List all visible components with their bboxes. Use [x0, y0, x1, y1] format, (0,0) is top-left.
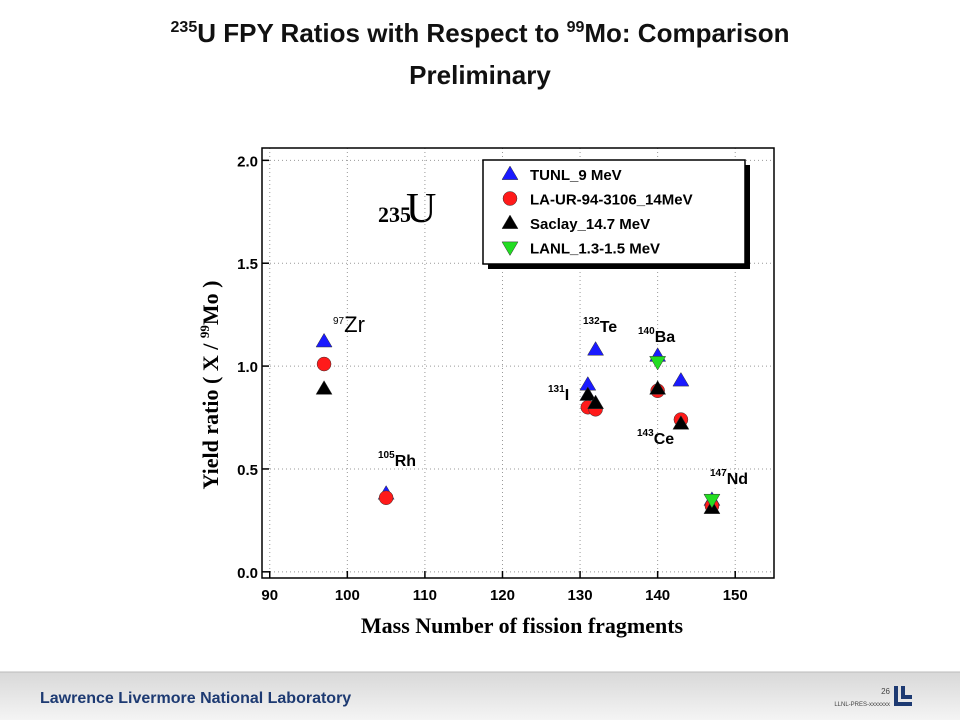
marker	[501, 165, 519, 180]
annotation-element: I	[565, 387, 569, 404]
footer-org: Lawrence Livermore National Laboratory	[40, 690, 351, 707]
annotation: 147Nd	[710, 468, 748, 488]
marker	[587, 394, 605, 409]
footer-band	[0, 672, 960, 720]
y-tick-label: 2.0	[237, 153, 258, 170]
annotation-mass: 143	[637, 428, 654, 439]
y-tick-label: 1.0	[237, 359, 258, 376]
x-tick-label: 130	[568, 587, 593, 604]
marker	[501, 241, 519, 256]
title-sup: 235	[171, 19, 198, 36]
annotation-element: Ba	[655, 329, 676, 346]
title-text: Mo: Comparison	[584, 18, 789, 48]
y-axis-label: Yield ratio ( X / 99Mo )	[197, 281, 223, 490]
doc-code: LLNL-PRES-xxxxxxx	[834, 702, 890, 708]
logo	[894, 686, 912, 706]
annotation-mass: 147	[710, 468, 727, 479]
x-tick-label: 120	[490, 587, 515, 604]
marker	[315, 380, 333, 395]
annotation-element: Rh	[395, 453, 416, 470]
x-tick-label: 100	[335, 587, 360, 604]
annotation-element: Ce	[654, 431, 675, 448]
marker	[587, 341, 605, 356]
annotation: 140Ba	[638, 326, 675, 346]
marker	[703, 493, 721, 509]
title-text: U FPY Ratios with Respect to	[197, 18, 566, 48]
y-tick-label: 0.5	[237, 462, 258, 479]
annotation: 143Ce	[637, 428, 674, 448]
x-tick-label: 110	[413, 587, 437, 604]
legend-label: TUNL_9 MeV	[530, 167, 622, 184]
inset-sup: 235	[378, 202, 411, 227]
marker	[501, 214, 519, 229]
y-tick-label: 0.0	[237, 565, 258, 582]
legend-label: LANL_1.3-1.5 MeV	[530, 241, 660, 258]
title-line: 235U FPY Ratios with Respect to 99Mo: Co…	[171, 18, 790, 48]
annotation: 105Rh	[378, 450, 416, 470]
annotation-element: Nd	[727, 471, 748, 488]
x-axis-label: Mass Number of fission fragments	[361, 613, 684, 638]
plot-frame	[261, 147, 775, 579]
x-tick-label: 90	[261, 587, 278, 604]
y-tick-label: 1.5	[237, 256, 258, 273]
annotation-mass: 97	[333, 316, 345, 327]
x-tick-label: 150	[723, 587, 748, 604]
marker	[378, 490, 394, 506]
marker	[649, 380, 667, 395]
y-label-part: Mo )	[198, 281, 223, 326]
inset-element: U	[406, 186, 436, 232]
legend-label: Saclay_14.7 MeV	[530, 216, 650, 233]
x-tick-label: 140	[645, 587, 670, 604]
annotation: 132Te	[583, 316, 617, 336]
marker	[315, 332, 333, 348]
annotation-element: Te	[600, 319, 618, 336]
marker	[672, 371, 690, 387]
marker	[672, 415, 690, 430]
legend-label: LA-UR-94-3106_14MeV	[530, 192, 693, 209]
title-sup: 99	[567, 19, 585, 36]
annotation: 131I	[548, 384, 569, 404]
annotation-mass: 140	[638, 326, 655, 337]
marker	[316, 356, 332, 372]
annotation-mass: 105	[378, 450, 395, 461]
marker	[502, 191, 518, 206]
legend-box	[482, 159, 746, 265]
title-line: Preliminary	[409, 60, 551, 90]
marker	[579, 386, 597, 401]
annotation-mass: 131	[548, 384, 565, 395]
annotation-mass: 132	[583, 316, 600, 327]
y-label-sup: 99	[197, 325, 212, 339]
y-label-part: Yield ratio ( X /	[198, 338, 223, 489]
marker	[649, 356, 667, 371]
page-number: 26	[881, 687, 890, 696]
annotation-element: Zr	[344, 312, 365, 337]
annotation: 97Zr	[333, 312, 365, 337]
